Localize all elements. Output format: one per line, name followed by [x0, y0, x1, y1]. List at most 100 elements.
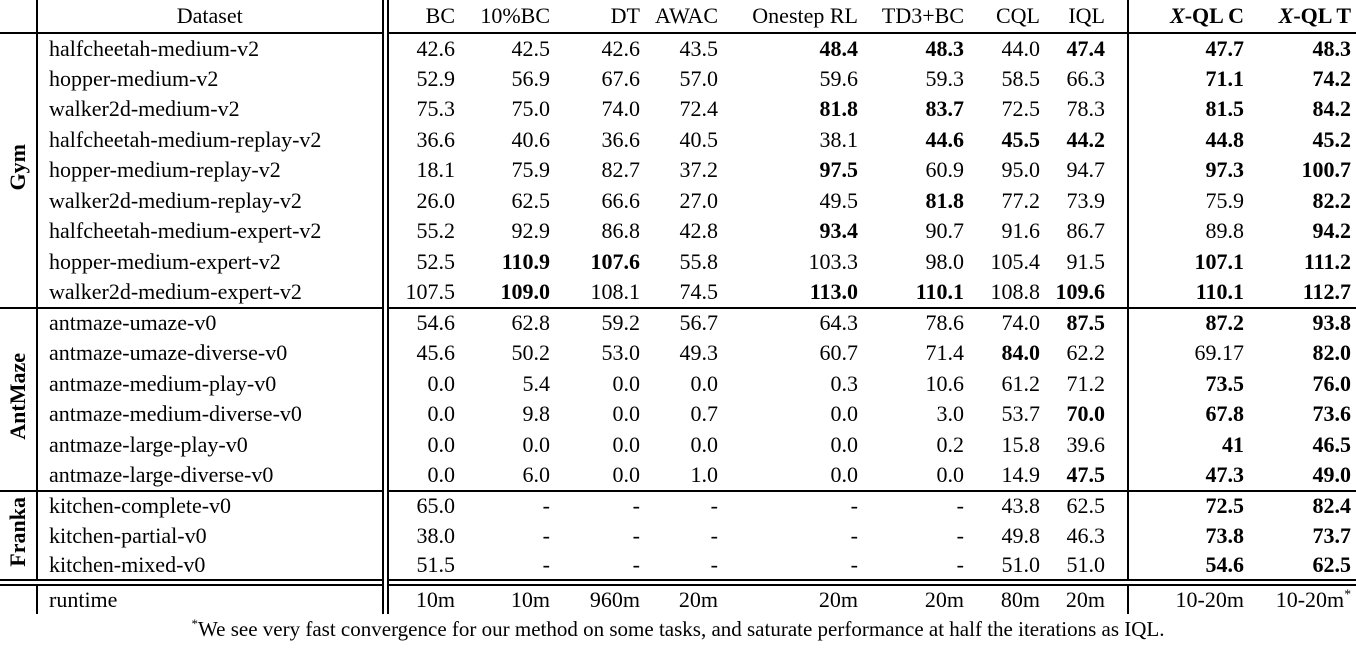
value-cell: 84.2: [1312, 96, 1352, 122]
value-cell: 0.0: [612, 461, 641, 487]
method-column-header: IQL: [1045, 0, 1129, 34]
value-cell: 65.0: [385, 489, 460, 521]
group-column-header: [0, 0, 38, 34]
value-cell: 113.0: [809, 278, 858, 304]
value-cell: 45.6: [416, 340, 456, 366]
value-cell: 108.1: [590, 278, 641, 304]
value-cell: 3.0: [936, 401, 965, 427]
value-cell: 0.0: [936, 461, 965, 487]
value-cell: 82.0: [1312, 340, 1352, 366]
value-cell: 46.3: [1045, 521, 1129, 552]
value-cell: 49.8: [1001, 523, 1041, 549]
runtime-value-cell: 20m: [723, 578, 863, 614]
runtime-value-cell: 10-20m*: [1249, 578, 1356, 614]
value-cell: -: [460, 489, 555, 521]
value-cell: 0.0: [427, 431, 456, 457]
table-row: halfcheetah-medium-replay-v2 36.6 40.6 36.6…: [0, 124, 1356, 155]
xql-column-header: X-QL T: [1249, 0, 1356, 34]
value-cell: 109.6: [1045, 277, 1129, 308]
value-cell: 38.1: [819, 126, 859, 152]
table-row: Gym halfcheetah-medium-v2 42.6 42.5 42.6 43.5…: [0, 32, 1356, 308]
method-column-header: 10%BC: [460, 0, 555, 34]
value-cell: 72.4: [679, 96, 719, 122]
value-cell: 67.8: [1205, 401, 1245, 427]
value-cell: 74.0: [969, 306, 1045, 338]
value-cell: 109.0: [500, 278, 551, 304]
value-cell: 83.7: [925, 96, 965, 122]
value-cell: 64.3: [723, 306, 863, 338]
dataset-name: antmaze-umaze-diverse-v0: [37, 338, 389, 369]
value-cell: 43.8: [969, 489, 1045, 521]
dataset-name: antmaze-large-diverse-v0: [37, 460, 389, 491]
value-cell: 98.0: [925, 248, 965, 274]
value-cell: 58.5: [1001, 65, 1041, 91]
value-cell: 108.8: [990, 278, 1041, 304]
table-footnote: *We see very fast convergence for our me…: [0, 617, 1356, 642]
script-x-glyph: X: [1170, 3, 1185, 28]
value-cell: 94.7: [1045, 155, 1129, 186]
value-cell: 82.4: [1249, 489, 1356, 521]
value-cell: 105.4: [990, 248, 1041, 274]
value-cell: 60.9: [925, 157, 965, 183]
value-cell: 47.3: [1205, 461, 1245, 487]
value-cell: 59.3: [925, 65, 965, 91]
value-cell: 72.5: [1001, 96, 1041, 122]
value-cell: 93.4: [819, 218, 859, 244]
dataset-name: walker2d-medium-v2: [37, 94, 389, 125]
value-cell: 44.8: [1205, 126, 1245, 152]
value-cell: -: [956, 552, 964, 577]
value-cell: 73.6: [1312, 401, 1352, 427]
value-cell: 0.2: [936, 431, 965, 457]
table-row: walker2d-medium-v2 75.3 75.0 74.0 72.4 81.8 83…: [0, 94, 1356, 125]
footnote-asterisk: *: [191, 616, 199, 631]
value-cell: 38.0: [416, 523, 456, 549]
value-cell: 110.1: [915, 278, 964, 304]
value-cell: 43.5: [645, 32, 723, 64]
value-cell: 71.2: [1045, 368, 1129, 399]
value-cell: 75.9: [511, 157, 551, 183]
value-cell: 5.4: [522, 370, 551, 396]
dataset-name: antmaze-medium-play-v0: [37, 368, 389, 399]
value-cell: 110.1: [1195, 278, 1244, 304]
value-cell: 51.5: [416, 552, 456, 577]
value-cell: 48.3: [863, 32, 969, 64]
value-cell: -: [632, 523, 640, 549]
value-cell: 47.5: [1045, 460, 1129, 491]
value-cell: 0.0: [830, 431, 859, 457]
value-cell: 87.2: [1128, 306, 1249, 338]
value-cell: 107.1: [1194, 248, 1245, 274]
value-cell: 62.8: [460, 306, 555, 338]
value-cell: 74.2: [1312, 65, 1352, 91]
value-cell: 93.8: [1249, 306, 1356, 338]
method-column-header: DT: [555, 0, 645, 34]
value-cell: 49.5: [819, 187, 859, 213]
value-cell: 111.2: [1303, 248, 1351, 274]
xql-column-header: X-QL C: [1128, 0, 1249, 34]
value-cell: 71.1: [1205, 65, 1245, 91]
value-cell: 54.6: [385, 306, 460, 338]
dataset-name: antmaze-large-play-v0: [37, 429, 389, 460]
value-cell: 1.0: [690, 461, 719, 487]
runtime-group-cell: [0, 578, 38, 614]
value-cell: 62.5: [511, 187, 551, 213]
value-cell: 95.0: [1001, 157, 1041, 183]
table-row: kitchen-mixed-v0 51.5 - - - - - 51.0 51.0 54.6 62.…: [0, 551, 1356, 582]
value-cell: 74.5: [679, 278, 719, 304]
value-cell: -: [863, 489, 969, 521]
table-row: hopper-medium-replay-v2 18.1 75.9 82.7 37.2 9…: [0, 155, 1356, 186]
value-cell: -: [710, 552, 718, 577]
dataset-name: antmaze-umaze-v0: [37, 306, 389, 338]
value-cell: 0.0: [690, 370, 719, 396]
value-cell: 47.4: [1045, 32, 1129, 64]
runtime-row: runtime 10m 10m 960m 20m 20m 20m 80m 20m 10-20m 10…: [0, 578, 1356, 614]
value-cell: 73.9: [1045, 185, 1129, 216]
group-label: Gym: [5, 144, 30, 191]
value-cell: 72.5: [1128, 489, 1249, 521]
value-cell: 82.2: [1312, 187, 1352, 213]
value-cell: 45.5: [1001, 126, 1041, 152]
value-cell: 87.5: [1045, 306, 1129, 338]
dataset-name: antmaze-medium-diverse-v0: [37, 399, 389, 430]
value-cell: 57.0: [679, 65, 719, 91]
value-cell: 49.3: [679, 340, 719, 366]
value-cell: 0.0: [522, 431, 551, 457]
